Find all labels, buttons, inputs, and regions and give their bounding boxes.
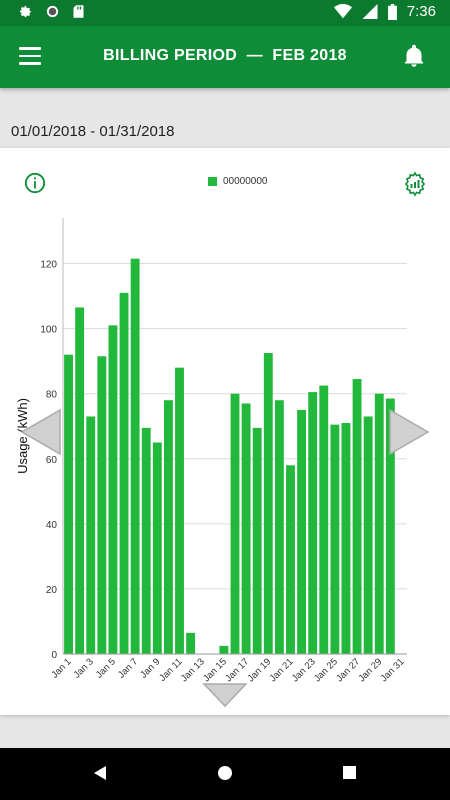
usage-bar[interactable]: [374, 393, 384, 654]
menu-icon[interactable]: [19, 47, 41, 65]
usage-bar[interactable]: [263, 353, 273, 654]
legend-swatch: [208, 177, 217, 186]
status-bar: 7:36: [0, 0, 450, 26]
usage-bar[interactable]: [130, 258, 140, 654]
x-tick-label: Jan 21: [268, 656, 296, 684]
system-nav-bar: [0, 748, 450, 800]
wifi-icon: [333, 4, 352, 19]
app-bar: BILLING PERIOD — FEB 2018: [0, 26, 450, 88]
y-tick-label: 40: [46, 520, 58, 531]
x-tick-label: Jan 17: [223, 656, 251, 684]
usage-bar[interactable]: [330, 424, 340, 654]
x-tick-label: Jan 25: [312, 656, 340, 684]
usage-bar[interactable]: [341, 422, 351, 654]
bell-icon[interactable]: [404, 44, 424, 68]
usage-bar[interactable]: [274, 400, 284, 654]
x-tick-label: Jan 3: [72, 656, 96, 680]
home-icon[interactable]: [217, 765, 233, 781]
usage-bar[interactable]: [286, 465, 295, 654]
usage-bar[interactable]: [252, 427, 262, 654]
usage-bar[interactable]: [319, 385, 329, 654]
sd-card-icon: [73, 5, 84, 18]
usage-bar[interactable]: [186, 632, 196, 654]
usage-bar[interactable]: [219, 645, 229, 654]
legend-label: 00000000: [223, 176, 268, 187]
circle-icon: [46, 5, 59, 18]
x-tick-label: Jan 13: [179, 656, 207, 684]
x-tick-label: Jan 31: [379, 656, 407, 684]
usage-bar[interactable]: [119, 292, 129, 654]
x-tick-label: Jan 5: [94, 656, 118, 680]
usage-bar[interactable]: [152, 442, 162, 654]
y-tick-label: 80: [46, 390, 58, 401]
usage-bar[interactable]: [352, 379, 362, 654]
x-tick-label: Jan 27: [334, 656, 362, 684]
battery-icon: [387, 3, 397, 20]
bottom-spacer: [0, 728, 450, 748]
gear-icon: [19, 5, 32, 18]
usage-bar[interactable]: [64, 354, 73, 654]
usage-bar[interactable]: [241, 403, 251, 654]
usage-bar[interactable]: [175, 367, 184, 654]
usage-bar[interactable]: [97, 356, 107, 654]
y-axis-label: Usage (kWh): [15, 398, 30, 474]
back-icon[interactable]: [92, 765, 108, 781]
usage-bar[interactable]: [108, 325, 118, 654]
page-title: BILLING PERIOD — FEB 2018: [103, 47, 347, 64]
usage-bar[interactable]: [385, 398, 395, 654]
y-tick-label: 120: [40, 260, 57, 271]
x-tick-label: Jan 7: [116, 656, 140, 680]
usage-bar[interactable]: [75, 307, 85, 654]
next-period-arrow-icon[interactable]: [388, 408, 430, 456]
y-tick-label: 100: [40, 325, 57, 336]
y-tick-label: 60: [46, 455, 58, 466]
status-time: 7:36: [406, 3, 436, 20]
x-tick-label: Jan 15: [201, 656, 229, 684]
usage-bar[interactable]: [308, 392, 318, 654]
expand-down-arrow-icon[interactable]: [202, 682, 248, 708]
info-icon[interactable]: [24, 172, 46, 194]
x-tick-label: Jan 19: [245, 656, 273, 684]
chart-settings-gear-icon[interactable]: [402, 171, 428, 197]
signal-icon: [362, 4, 378, 19]
x-tick-label: Jan 29: [356, 656, 384, 684]
chart-legend: 00000000: [208, 176, 268, 187]
usage-bar[interactable]: [163, 400, 173, 654]
usage-bar[interactable]: [363, 416, 373, 654]
recents-icon[interactable]: [342, 765, 357, 780]
x-tick-label: Jan 23: [290, 656, 318, 684]
y-tick-label: 0: [51, 650, 57, 661]
usage-bar[interactable]: [141, 427, 151, 654]
billing-period-range: 01/01/2018 - 01/31/2018: [11, 123, 175, 140]
usage-bar[interactable]: [230, 393, 240, 654]
previous-period-arrow-icon[interactable]: [20, 408, 62, 456]
usage-bar[interactable]: [86, 416, 96, 654]
x-tick-label: Jan 11: [157, 656, 184, 683]
y-tick-label: 20: [46, 585, 58, 596]
usage-bar[interactable]: [297, 409, 307, 654]
